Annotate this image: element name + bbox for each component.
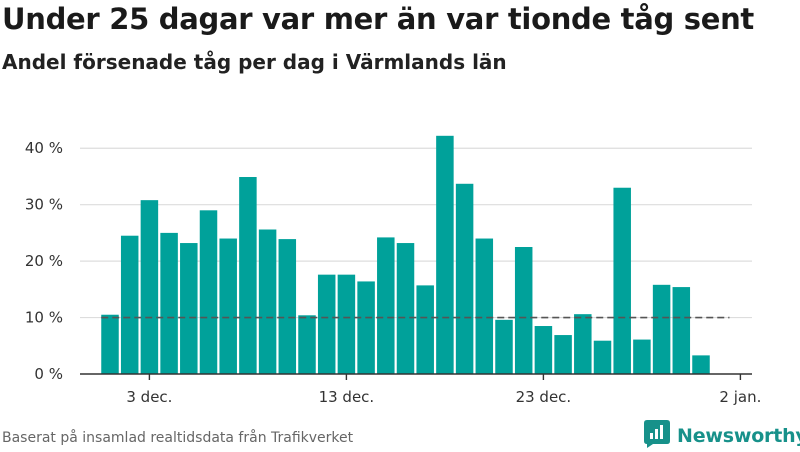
bar [180, 243, 198, 374]
bar [574, 314, 592, 374]
y-axis-ticks: 0 % 10 % 20 % 30 % 40 % [25, 139, 63, 383]
y-tick-label: 0 % [34, 365, 63, 383]
bar [514, 247, 533, 374]
bar [278, 239, 297, 374]
bar [416, 285, 434, 374]
brand-name: Newsworthy [677, 425, 800, 447]
bar [377, 237, 395, 374]
bar [593, 340, 612, 374]
bar [613, 187, 631, 374]
bar [692, 355, 710, 374]
bar [337, 274, 356, 374]
bar [652, 284, 671, 374]
bar [160, 232, 178, 374]
y-tick-label: 40 % [25, 139, 63, 157]
bar [199, 210, 218, 374]
x-tick-label: 2 jan. [719, 388, 761, 406]
bar [672, 287, 691, 374]
bar [258, 229, 277, 374]
bar [455, 183, 474, 374]
bar [140, 200, 159, 374]
bar [357, 281, 375, 374]
y-tick-label: 20 % [25, 252, 63, 270]
bar [633, 339, 651, 374]
newsworthy-logo-icon [644, 420, 670, 452]
bar [317, 274, 336, 374]
brand-logo[interactable]: Newsworthy [644, 420, 800, 452]
bar [101, 314, 119, 374]
source-note: Baserat på insamlad realtidsdata från Tr… [2, 430, 354, 446]
bar [239, 177, 257, 374]
y-tick-label: 30 % [25, 196, 63, 214]
y-tick-label: 10 % [25, 309, 63, 327]
bar [495, 319, 513, 374]
bar [554, 335, 572, 374]
x-tick-label: 13 dec. [319, 388, 375, 406]
bar [120, 235, 139, 374]
x-tick-label: 23 dec. [516, 388, 572, 406]
bar [219, 238, 237, 374]
x-axis-ticks: 3 dec. 13 dec. 23 dec. 2 jan. [126, 374, 761, 406]
bars [101, 135, 710, 374]
bar [396, 243, 415, 374]
x-tick-label: 3 dec. [126, 388, 172, 406]
bar [436, 135, 454, 374]
chart-subtitle: Andel försenade tåg per dag i Värmlands … [2, 50, 507, 74]
bar [475, 238, 494, 374]
chart-title: Under 25 dagar var mer än var tionde tåg… [2, 2, 754, 36]
bar [298, 315, 316, 374]
bar [534, 326, 553, 374]
